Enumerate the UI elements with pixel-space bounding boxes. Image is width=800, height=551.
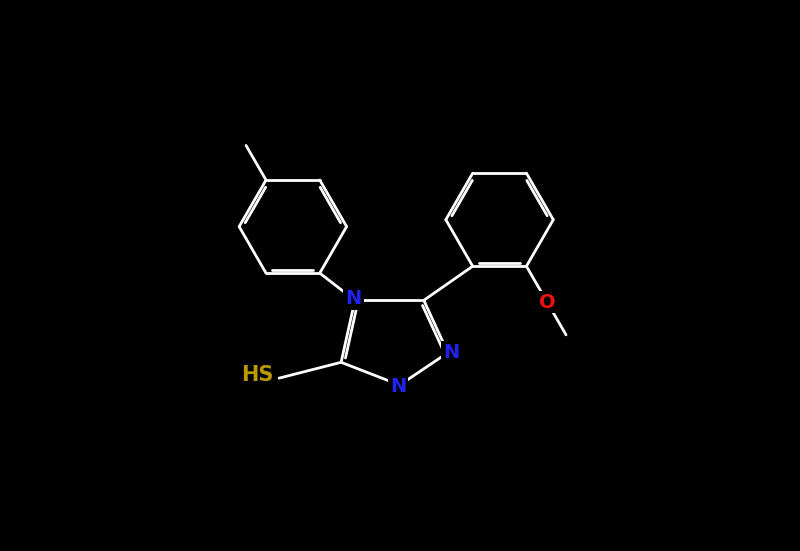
Text: O: O [538, 293, 555, 311]
Text: N: N [443, 343, 459, 362]
Text: N: N [346, 289, 362, 309]
Text: HS: HS [242, 365, 274, 385]
Text: N: N [390, 377, 406, 396]
